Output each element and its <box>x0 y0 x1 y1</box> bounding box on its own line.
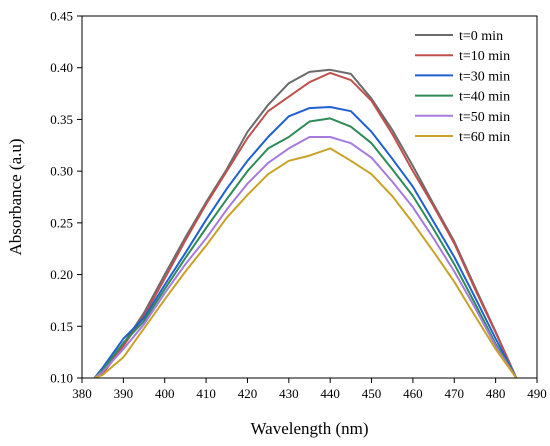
x-tick-label: 460 <box>403 386 423 401</box>
series-line-0 <box>93 68 518 378</box>
x-tick-label: 470 <box>445 386 465 401</box>
x-tick-label: 480 <box>486 386 506 401</box>
series-line-4 <box>93 136 518 378</box>
x-tick-label: 400 <box>155 386 175 401</box>
legend-label-1: t=10 min <box>459 49 510 64</box>
series-layer <box>93 68 518 378</box>
y-axis-title: Absorbance (a.u) <box>6 138 25 255</box>
x-tick-label: 430 <box>279 386 299 401</box>
plot-frame <box>81 15 538 379</box>
series-line-5 <box>94 147 518 378</box>
y-tick-label: 0.20 <box>50 267 73 282</box>
legend-label-5: t=60 min <box>459 130 510 145</box>
x-axis-title: Wavelength (nm) <box>250 419 368 438</box>
legend-label-0: t=0 min <box>459 29 503 44</box>
y-tick-label: 0.25 <box>50 215 73 230</box>
y-tick-label: 0.30 <box>50 164 73 179</box>
y-tick-label: 0.45 <box>50 9 73 24</box>
x-tick-label: 390 <box>114 386 134 401</box>
legend: t=0 min t=10 min t=30 min t=40 min t=50 min t… <box>415 29 510 145</box>
series-line-2 <box>93 106 518 378</box>
y-tick-label: 0.35 <box>50 112 73 127</box>
y-tick-label: 0.10 <box>50 371 73 386</box>
y-tick-label: 0.15 <box>50 319 73 334</box>
x-tick-label: 450 <box>362 386 382 401</box>
x-tick-label: 490 <box>527 386 547 401</box>
x-tick-label: 440 <box>320 386 340 401</box>
ticks-layer: 380 390 400 410 420 430 440 450 460 470 480 490 0.10… <box>50 9 547 402</box>
legend-label-2: t=30 min <box>459 69 510 84</box>
legend-label-3: t=40 min <box>459 90 510 105</box>
series-line-1 <box>93 71 518 378</box>
y-tick-label: 0.40 <box>50 60 73 75</box>
x-tick-label: 410 <box>196 386 216 401</box>
legend-label-4: t=50 min <box>459 110 510 125</box>
series-line-3 <box>93 117 518 378</box>
x-tick-label: 420 <box>238 386 258 401</box>
x-tick-label: 380 <box>72 386 92 401</box>
